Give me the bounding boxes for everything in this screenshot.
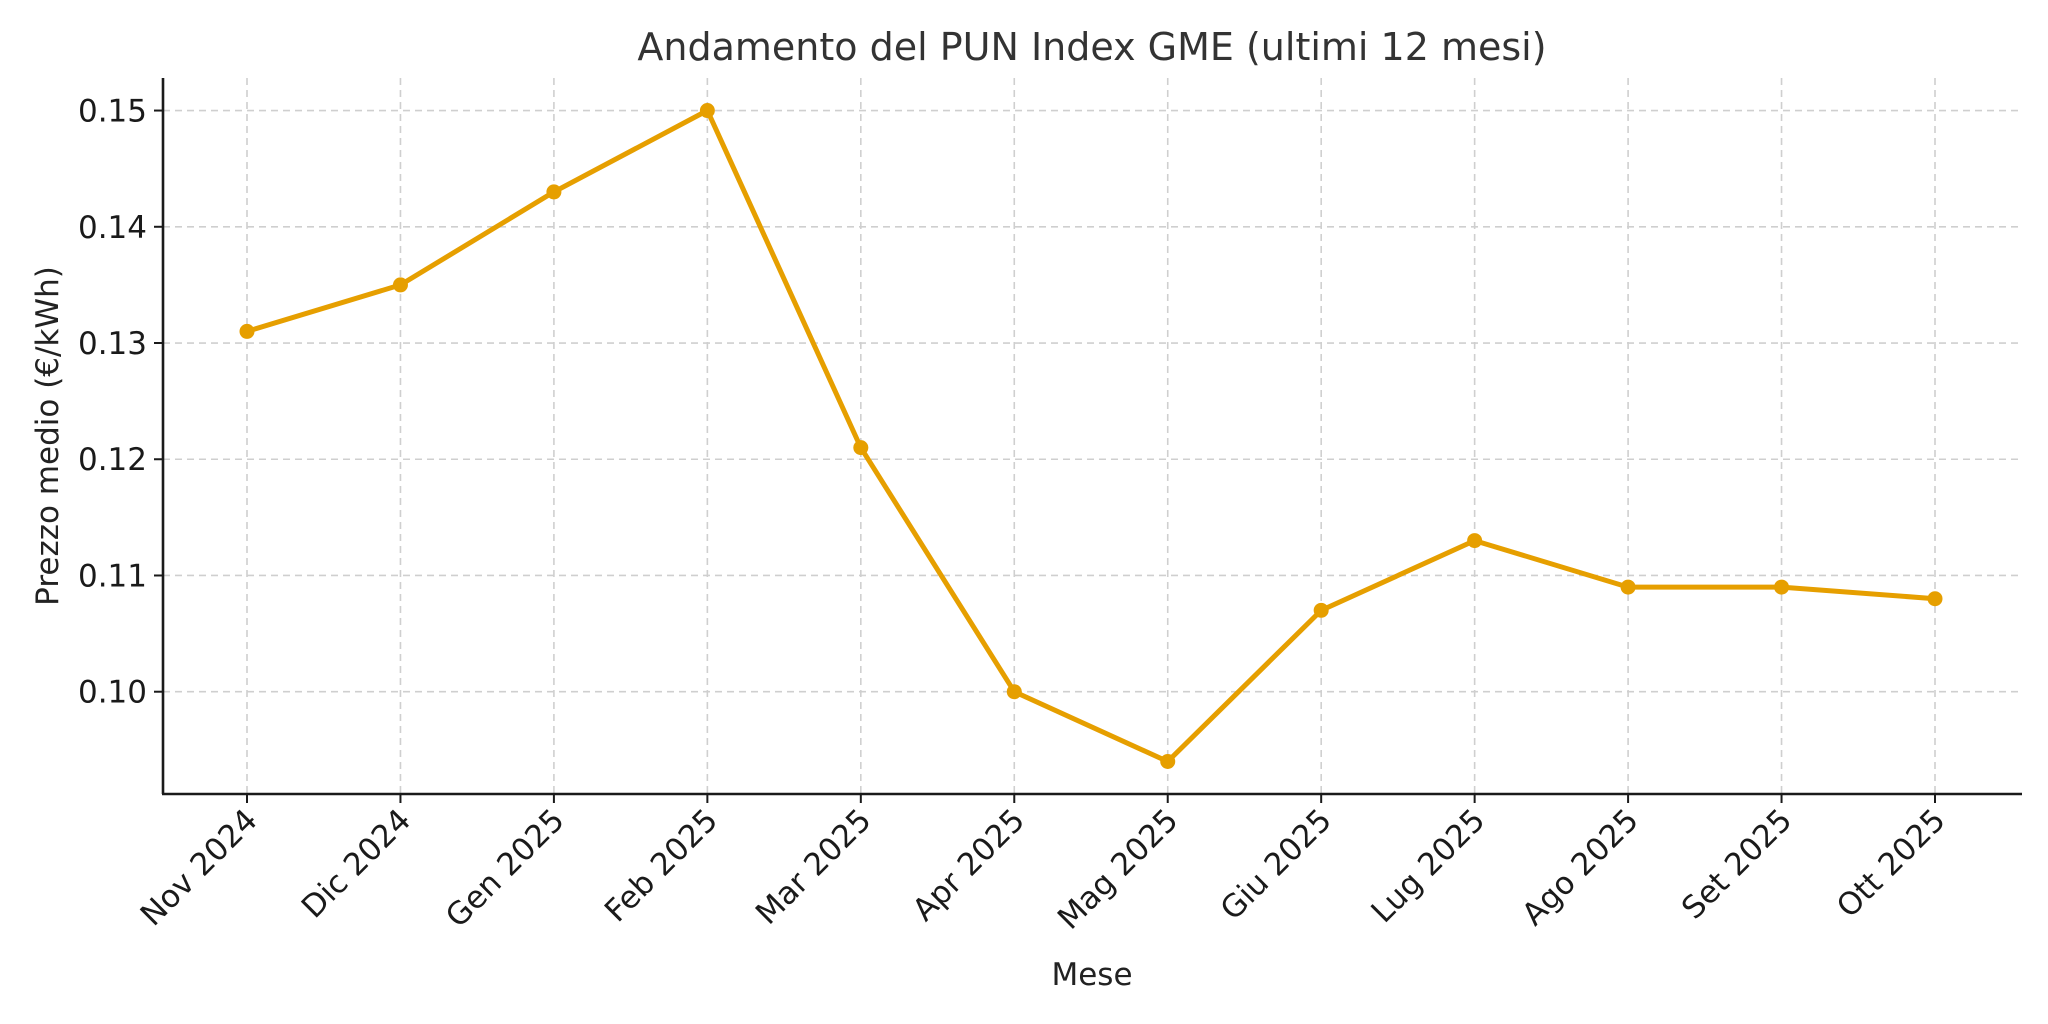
- data-point-2: [392, 277, 408, 293]
- grid: [163, 78, 2022, 794]
- data-point-5: [853, 440, 869, 456]
- axes: [161, 78, 2022, 796]
- chart-title: Andamento del PUN Index GME (ultimi 12 m…: [637, 25, 1546, 69]
- y-tick-label: 0.14: [78, 210, 147, 246]
- data-point-3: [546, 184, 562, 200]
- series-line: [244, 108, 1938, 764]
- series-layer: [239, 103, 1943, 769]
- data-point-8: [1313, 602, 1329, 618]
- data-point-11: [1774, 579, 1790, 595]
- y-tick-label: 0.13: [78, 326, 147, 362]
- y-tick-label: 0.12: [78, 442, 147, 478]
- data-point-12: [1927, 591, 1943, 607]
- y-tick-labels: 0.10 0.11 0.12 0.13 0.14 0.15: [78, 94, 163, 711]
- data-point-10: [1620, 579, 1636, 595]
- data-point-6: [1006, 684, 1022, 700]
- y-tick-label: 0.11: [78, 558, 147, 594]
- x-axis-title: Mese: [1051, 957, 1132, 993]
- y-axis-title: Prezzo medio (€/kWh): [30, 266, 66, 606]
- data-point-1: [239, 323, 255, 339]
- y-tick-label: 0.10: [78, 675, 147, 711]
- data-point-7: [1160, 753, 1176, 769]
- y-tick-label: 0.15: [78, 94, 147, 130]
- data-point-9: [1467, 533, 1483, 549]
- data-point-4: [699, 103, 715, 119]
